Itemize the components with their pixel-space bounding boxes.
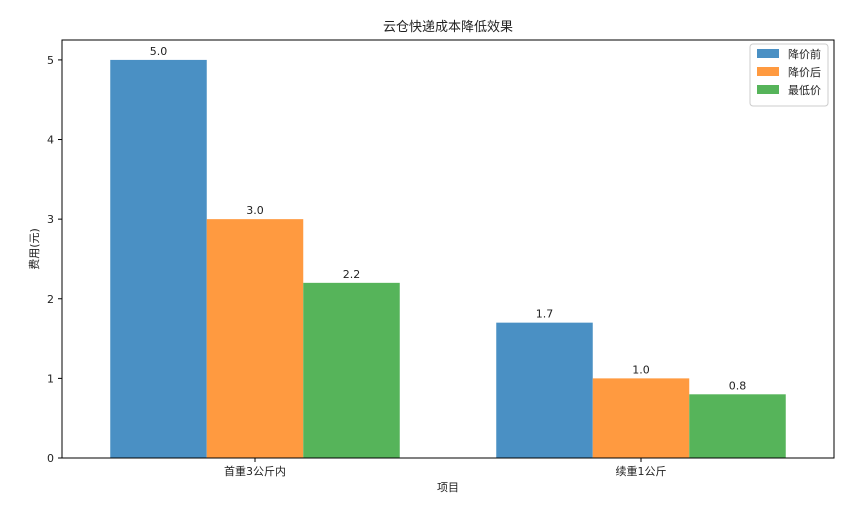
y-tick-label: 2 xyxy=(47,293,54,306)
bar-2-1 xyxy=(206,219,304,458)
y-tick-label: 5 xyxy=(47,54,54,67)
legend-label-3: 最低价 xyxy=(788,84,821,97)
legend-swatch-2 xyxy=(757,67,779,76)
ticks-layer: 0 1 2 3 4 5 首重3公斤内 续重1公斤 xyxy=(47,54,667,478)
bar-2-2 xyxy=(592,378,690,458)
y-tick-label: 0 xyxy=(47,452,54,465)
y-tick-label: 3 xyxy=(47,213,54,226)
legend-swatch-3 xyxy=(757,85,779,94)
legend-label-2: 降价后 xyxy=(788,65,821,79)
data-label-1-1: 5.0 xyxy=(150,45,168,58)
x-tick-label: 首重3公斤内 xyxy=(224,464,286,478)
bar-1-1 xyxy=(110,59,207,459)
y-tick-label: 1 xyxy=(47,372,54,385)
data-label-2-1: 3.0 xyxy=(246,204,264,217)
bar-3-1 xyxy=(303,282,400,458)
bars-layer xyxy=(110,59,786,459)
data-labels-layer: 5.0 3.0 2.2 1.7 1.0 0.8 xyxy=(150,45,747,392)
bar-3-2 xyxy=(689,394,786,458)
x-tick-label: 续重1公斤 xyxy=(616,464,667,478)
data-label-2-2: 1.0 xyxy=(632,363,650,376)
y-tick-label: 4 xyxy=(47,134,54,147)
bar-1-2 xyxy=(496,322,593,458)
data-label-1-2: 1.7 xyxy=(536,308,554,321)
plot-frame xyxy=(61,39,835,459)
data-label-3-1: 2.2 xyxy=(343,268,361,281)
legend-label-1: 降价前 xyxy=(788,47,821,61)
x-axis-label: 项目 xyxy=(437,481,459,494)
y-axis-label: 费用(元) xyxy=(28,228,41,270)
legend-swatch-1 xyxy=(757,49,779,58)
data-label-3-2: 0.8 xyxy=(729,379,747,392)
chart-title: 云仓快递成本降低效果 xyxy=(383,20,513,35)
